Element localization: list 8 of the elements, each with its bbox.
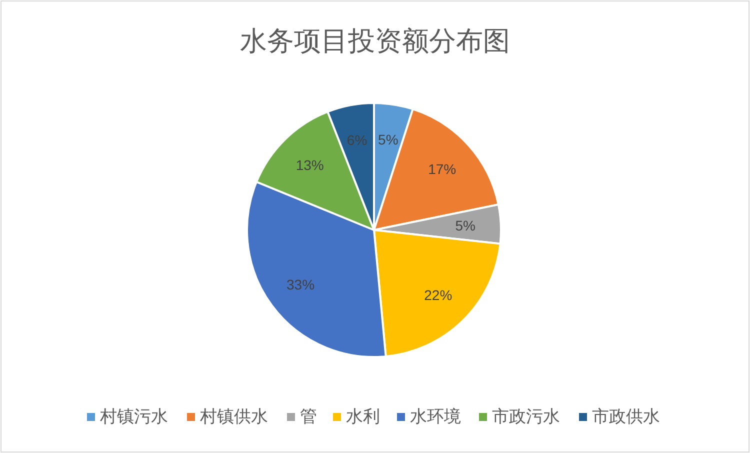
legend-label: 管 bbox=[300, 407, 317, 426]
legend-label: 村镇污水 bbox=[99, 407, 168, 426]
legend-label: 市政供水 bbox=[592, 407, 660, 426]
legend-label: 水利 bbox=[346, 407, 380, 426]
legend-label: 水环境 bbox=[410, 407, 461, 426]
title: 水务项目投资额分布图 bbox=[240, 26, 510, 56]
legend-label: 村镇供水 bbox=[199, 407, 268, 426]
legend-label: 市政污水 bbox=[492, 407, 560, 426]
